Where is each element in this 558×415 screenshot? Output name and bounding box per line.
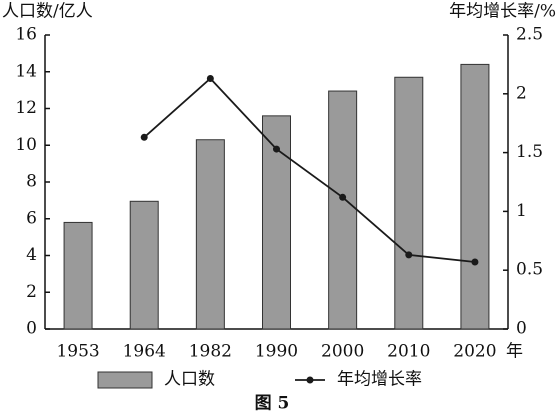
y2-tick-label: 1.5 bbox=[516, 142, 543, 162]
line-point bbox=[471, 258, 479, 266]
x-tick-label: 2000 bbox=[321, 342, 364, 362]
x-tick-label: 1982 bbox=[189, 342, 232, 362]
y-tick-label: 14 bbox=[15, 61, 37, 81]
y2-tick-label: 2.5 bbox=[516, 25, 543, 45]
y2-tick-label: 0.5 bbox=[516, 260, 543, 280]
line bbox=[143, 77, 476, 263]
bar bbox=[195, 139, 225, 330]
line-point bbox=[273, 145, 280, 153]
x-tick-label: 1990 bbox=[255, 342, 298, 362]
x-tick-label: 1953 bbox=[56, 342, 99, 362]
y-tick-label: 12 bbox=[15, 98, 37, 118]
legend-label: 人口数 bbox=[164, 370, 215, 390]
bar bbox=[328, 90, 358, 330]
y-tick-label: 0 bbox=[26, 319, 37, 339]
bar bbox=[460, 63, 490, 330]
y-tick-label: 6 bbox=[26, 208, 37, 228]
x-tick-label: 1964 bbox=[123, 342, 166, 362]
y-tick-label: 2 bbox=[26, 282, 37, 302]
legend-marker bbox=[306, 376, 314, 384]
y2-axis-label: 年均增长率/% bbox=[449, 2, 556, 22]
line-point bbox=[140, 133, 148, 141]
legend-swatch bbox=[97, 371, 153, 389]
bar bbox=[262, 115, 291, 330]
line-point bbox=[206, 75, 214, 83]
line-point bbox=[405, 251, 413, 259]
y-tick-label: 4 bbox=[26, 245, 37, 265]
y-tick-label: 10 bbox=[15, 135, 37, 155]
line-point bbox=[339, 193, 347, 201]
x-tick-label: 2010 bbox=[387, 342, 430, 362]
y2-tick-label: 1 bbox=[516, 201, 527, 221]
y2-tick-label: 0 bbox=[516, 319, 527, 339]
bar bbox=[63, 221, 93, 330]
legend-label: 年均增长率 bbox=[337, 370, 422, 390]
caption: 图 5 bbox=[255, 394, 290, 414]
y-axis-label: 人口数/亿人 bbox=[2, 2, 93, 22]
bar bbox=[394, 76, 424, 330]
x-axis-label: 年 bbox=[506, 342, 523, 362]
y-tick-label: 16 bbox=[15, 25, 37, 45]
x-tick-label: 2020 bbox=[453, 342, 496, 362]
bar bbox=[129, 200, 159, 330]
y-tick-label: 8 bbox=[26, 172, 37, 192]
y2-tick-label: 2 bbox=[516, 83, 527, 103]
